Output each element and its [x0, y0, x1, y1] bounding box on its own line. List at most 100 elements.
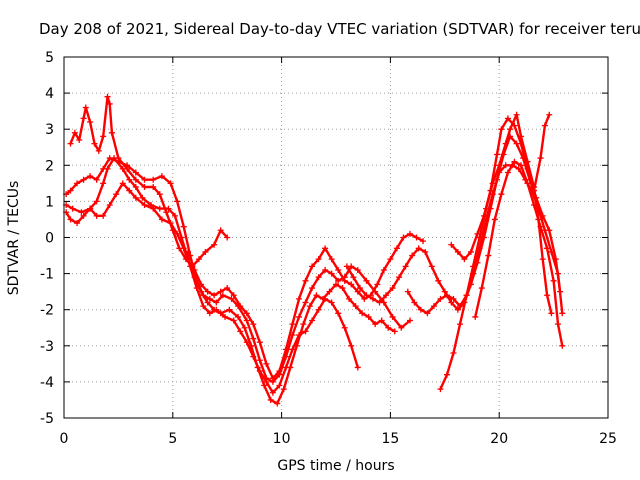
data-point: [204, 299, 211, 306]
data-point: [119, 180, 126, 187]
data-point: [398, 324, 405, 331]
data-point: [411, 299, 418, 306]
data-point: [322, 295, 329, 302]
data-point: [544, 292, 551, 299]
data-point: [139, 194, 146, 201]
data-point: [454, 306, 461, 313]
data-point: [182, 256, 189, 263]
data-point: [274, 400, 281, 407]
y-tick-label: -3: [40, 339, 54, 355]
data-point: [443, 292, 450, 299]
data-point: [328, 299, 335, 306]
data-point: [76, 137, 83, 144]
data-point: [261, 382, 268, 389]
data-point: [404, 288, 411, 295]
data-point: [87, 173, 94, 180]
data-point: [437, 386, 444, 393]
series-arc-5: [185, 230, 427, 382]
data-point: [380, 266, 387, 273]
data-point: [548, 248, 555, 255]
data-point: [87, 118, 94, 125]
data-point: [150, 183, 157, 190]
data-point: [537, 223, 544, 230]
data-point: [241, 324, 248, 331]
data-point: [230, 317, 237, 324]
chart-title: Day 208 of 2021, Sidereal Day-to-day VTE…: [39, 20, 640, 38]
data-point: [356, 285, 363, 292]
data-point: [235, 313, 242, 320]
data-point: [124, 165, 131, 172]
data-point: [211, 241, 218, 248]
data-point: [328, 256, 335, 263]
data-point: [213, 299, 220, 306]
data-point: [100, 133, 107, 140]
data-point: [457, 321, 464, 328]
y-tick-label: -5: [40, 411, 54, 427]
data-point: [363, 277, 370, 284]
data-point: [176, 245, 183, 252]
data-point: [315, 256, 322, 263]
data-point: [441, 288, 448, 295]
data-point: [524, 165, 531, 172]
data-point: [322, 266, 329, 273]
data-point: [531, 187, 538, 194]
data-point: [517, 140, 524, 147]
data-point: [141, 176, 148, 183]
data-point: [174, 198, 181, 205]
y-tick-label: -1: [40, 267, 54, 283]
data-point: [502, 162, 509, 169]
series-line: [65, 182, 359, 394]
data-point: [165, 205, 172, 212]
data-point: [296, 313, 303, 320]
data-point: [113, 191, 120, 198]
data-point: [537, 155, 544, 162]
data-point: [450, 295, 457, 302]
data-point: [315, 274, 322, 281]
data-point: [396, 274, 403, 281]
data-point: [219, 292, 226, 299]
data-point: [269, 375, 276, 382]
data-point: [480, 212, 487, 219]
data-point: [156, 205, 163, 212]
data-point: [243, 310, 250, 317]
data-point: [448, 299, 455, 306]
data-point: [67, 216, 74, 223]
x-tick-label: 0: [60, 431, 69, 447]
data-point: [213, 306, 220, 313]
y-tick-label: 5: [45, 50, 54, 66]
data-point: [126, 187, 133, 194]
data-point: [211, 292, 218, 299]
data-point: [237, 328, 244, 335]
data-point: [256, 357, 263, 364]
grid: [64, 57, 608, 418]
data-point: [256, 339, 263, 346]
data-point: [467, 248, 474, 255]
data-point: [226, 306, 233, 313]
data-point: [415, 245, 422, 252]
data-point: [498, 126, 505, 133]
data-point: [550, 277, 557, 284]
x-axis-label: GPS time / hours: [277, 458, 394, 474]
data-point: [250, 353, 257, 360]
data-point: [126, 176, 133, 183]
data-point: [87, 205, 94, 212]
data-point: [341, 277, 348, 284]
data-point: [463, 292, 470, 299]
data-point: [222, 313, 229, 320]
data-point: [95, 147, 102, 154]
data-point: [391, 328, 398, 335]
data-point: [454, 248, 461, 255]
data-point: [93, 198, 100, 205]
data-point: [559, 342, 566, 349]
data-point: [485, 252, 492, 259]
data-point: [487, 187, 494, 194]
data-point: [333, 281, 339, 288]
data-point: [193, 285, 200, 292]
data-point: [217, 227, 224, 234]
data-point: [443, 371, 450, 378]
data-point: [141, 183, 148, 190]
data-point: [78, 209, 85, 216]
x-tick-label: 25: [599, 431, 617, 447]
data-point: [470, 263, 477, 270]
data-point: [507, 126, 514, 133]
